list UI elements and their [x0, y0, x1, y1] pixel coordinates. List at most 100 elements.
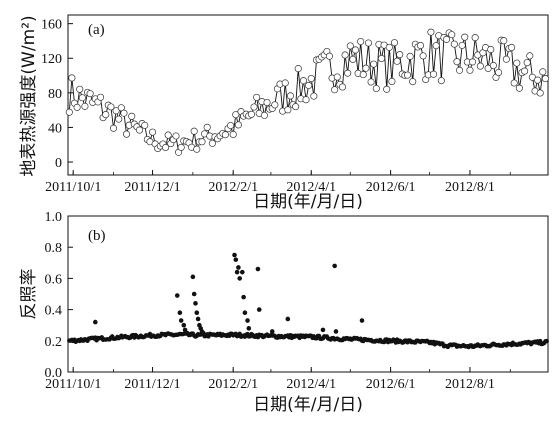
albedo-outlier-point — [320, 327, 326, 333]
y-tick-label: 40 — [48, 121, 62, 136]
data-point — [292, 103, 300, 111]
y-tick-label: 0.8 — [45, 241, 63, 256]
data-point — [351, 46, 360, 54]
albedo-outlier-point — [269, 329, 275, 334]
x-tick-label: 2012/4/1 — [286, 180, 336, 195]
x-tick-label: 2011/10/1 — [45, 180, 101, 195]
data-point — [370, 60, 378, 68]
data-point — [234, 121, 242, 129]
albedo-outlier-point — [178, 318, 184, 323]
panel-b-y-ticks: 0.0 0.2 0.4 0.6 0.8 1.0 — [45, 210, 73, 381]
data-point — [109, 124, 118, 132]
albedo-outlier-point — [256, 307, 262, 312]
x-tick-label: 2011/12/1 — [124, 377, 180, 392]
albedo-outlier-point — [177, 310, 183, 316]
data-point — [310, 92, 318, 100]
data-point — [341, 51, 349, 59]
data-point — [164, 131, 172, 139]
y-tick-label: 120 — [41, 52, 62, 67]
data-point — [469, 58, 477, 66]
data-point — [388, 77, 396, 85]
data-point — [510, 79, 518, 87]
data-point — [135, 126, 144, 134]
albedo-outlier-point — [242, 310, 248, 316]
data-point — [349, 55, 357, 63]
data-point — [229, 130, 237, 138]
data-point — [331, 86, 339, 94]
panel-a-label: (a) — [88, 22, 105, 38]
data-point — [284, 106, 292, 114]
data-point — [429, 70, 438, 78]
albedo-outlier-point — [241, 294, 246, 300]
data-point — [221, 131, 229, 139]
data-point — [427, 28, 435, 36]
data-point — [281, 79, 289, 87]
data-point — [346, 42, 354, 50]
albedo-outlier-point — [240, 269, 245, 275]
albedo-outlier-point — [195, 316, 201, 322]
data-point — [78, 94, 86, 102]
x-tick-label: 2012/6/1 — [366, 180, 416, 195]
data-point — [541, 75, 549, 83]
y-tick-label: 1.0 — [45, 210, 63, 225]
data-point — [367, 78, 375, 86]
data-point — [419, 52, 427, 60]
data-point — [120, 109, 128, 117]
data-point — [523, 59, 531, 67]
data-point — [65, 108, 73, 116]
albedo-outlier-point — [332, 263, 337, 269]
panel-a-chart: (a) 地表热源强度(W/m²) 日期(年/月/日) 2011/10/1 2011… — [19, 14, 549, 212]
data-point — [198, 138, 206, 146]
data-point — [442, 35, 451, 43]
albedo-outlier-point — [191, 291, 197, 297]
albedo-outlier-point — [333, 329, 339, 334]
panel-b-series — [67, 252, 549, 350]
albedo-point — [544, 338, 549, 344]
albedo-outlier-point — [237, 276, 243, 281]
data-point — [471, 34, 479, 42]
albedo-outlier-point — [200, 330, 206, 336]
albedo-outlier-point — [245, 318, 250, 323]
data-point — [102, 111, 110, 119]
data-point — [539, 68, 547, 76]
data-point — [307, 74, 315, 83]
y-tick-label: 0 — [55, 156, 62, 171]
y-tick-label: 0.6 — [45, 272, 63, 287]
panel-b-y-axis-title: 反照率 — [19, 269, 39, 320]
x-tick-label: 2012/2/1 — [208, 377, 258, 392]
data-point — [107, 103, 115, 111]
data-point — [141, 121, 149, 129]
albedo-outlier-point — [186, 332, 192, 337]
data-point — [495, 68, 503, 77]
panel-b-label: (b) — [88, 228, 106, 244]
data-point — [406, 52, 414, 60]
data-point — [458, 41, 466, 49]
data-point — [377, 54, 386, 62]
panel-a-series — [65, 28, 549, 156]
data-point — [521, 67, 529, 75]
albedo-outlier-point — [93, 319, 98, 325]
data-point — [286, 92, 294, 100]
data-point — [263, 98, 271, 107]
panel-a-y-ticks: 0 40 80 120 160 — [41, 18, 73, 171]
data-point — [508, 43, 516, 52]
panel-a-y-axis-title: 地表热源强度(W/m²) — [19, 15, 39, 176]
data-point — [393, 57, 401, 65]
data-point — [409, 78, 417, 86]
albedo-outlier-point — [233, 257, 239, 262]
albedo-outlier-point — [181, 322, 187, 328]
x-tick-label: 2011/12/1 — [124, 180, 180, 195]
panel-b-chart: (b) 反照率 日期(年/月/日) 2011/10/1 2011/12/1 2012… — [19, 210, 549, 415]
heat-source-series-line — [68, 32, 546, 154]
data-point — [208, 139, 216, 147]
data-point — [432, 42, 440, 50]
data-point — [403, 71, 412, 79]
data-point — [193, 145, 201, 153]
albedo-outlier-point — [190, 274, 196, 280]
data-point — [81, 102, 89, 110]
data-point — [338, 83, 347, 91]
data-point — [76, 85, 84, 93]
data-point — [455, 66, 464, 74]
data-point — [149, 128, 157, 136]
albedo-outlier-point — [285, 316, 291, 322]
